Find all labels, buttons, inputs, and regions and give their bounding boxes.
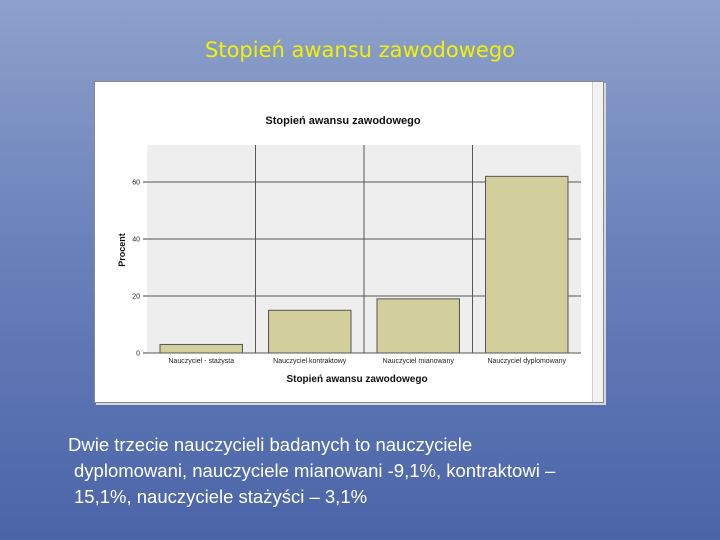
x-tick-label: Nauczyciel mianowany xyxy=(383,358,455,365)
y-axis-label: Procent xyxy=(117,233,127,267)
bar xyxy=(485,175,569,354)
x-axis-label: Stopień awansu zawodowego xyxy=(286,374,427,385)
body-line-1: Dwie trzecie nauczycieli badanych to nau… xyxy=(68,434,473,455)
body-line-3: 15,1%, nauczyciele stażyści – 3,1% xyxy=(74,486,368,507)
bar xyxy=(268,309,352,354)
slide-body-text: Dwie trzecie nauczycieli badanych to nau… xyxy=(68,432,708,510)
x-tick-label: Nauczyciel dyplomowany xyxy=(487,358,566,365)
y-tick-label: 0 xyxy=(136,351,140,358)
slide-title: Stopień awansu zawodowego xyxy=(205,38,515,62)
chart-title: Stopień awansu zawodowego xyxy=(265,115,421,127)
chart-image: 0 20 40 60 Nauczyciel - stażysta Nauczyciel k… xyxy=(94,81,604,403)
bar xyxy=(159,343,243,354)
y-tick-label: 20 xyxy=(132,294,140,301)
chart-frame-strip xyxy=(592,82,603,402)
body-line-2: dyplomowani, nauczyciele mianowani -9,1%… xyxy=(74,460,556,481)
bar xyxy=(376,298,460,354)
y-tick-label: 40 xyxy=(132,237,140,244)
x-tick-label: Nauczyciel kontraktowy xyxy=(273,358,347,365)
bar-chart: 0 20 40 60 Nauczyciel - stażysta Nauczyciel k… xyxy=(117,115,581,385)
y-tick-label: 60 xyxy=(132,180,140,187)
x-tick-label: Nauczyciel - stażysta xyxy=(168,358,234,365)
